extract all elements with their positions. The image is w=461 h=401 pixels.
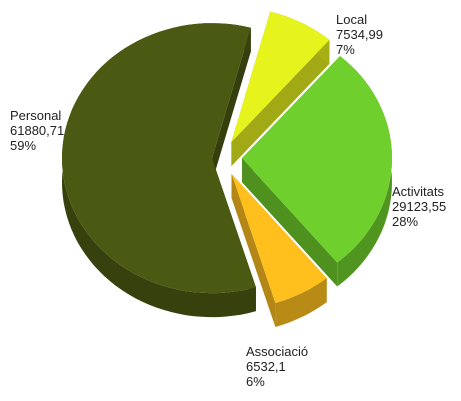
slice-label: 29123,55 [392, 199, 446, 214]
slice-label: 61880,71 [10, 123, 64, 138]
slice-cut-wall [242, 158, 338, 287]
slice-label: 59% [10, 138, 36, 153]
slice [62, 23, 256, 294]
slice-cut-wall [231, 173, 276, 327]
slice-cut-wall [231, 39, 330, 167]
slice-label: Associació [246, 344, 308, 359]
slice-label: 7534,99 [336, 27, 383, 42]
slice-cut-wall [212, 27, 251, 183]
slice-label: Personal [10, 108, 61, 123]
slice [231, 173, 327, 303]
slice-label: 6% [246, 374, 265, 389]
slice-label: Local [336, 12, 367, 27]
slice-label: 28% [392, 214, 418, 229]
slice-label: 7% [336, 42, 355, 57]
slice [231, 11, 330, 143]
slice-side [275, 278, 327, 327]
slice-label: 6532,1 [246, 359, 286, 374]
slice-label: Activitats [392, 184, 445, 199]
slice [242, 56, 392, 263]
